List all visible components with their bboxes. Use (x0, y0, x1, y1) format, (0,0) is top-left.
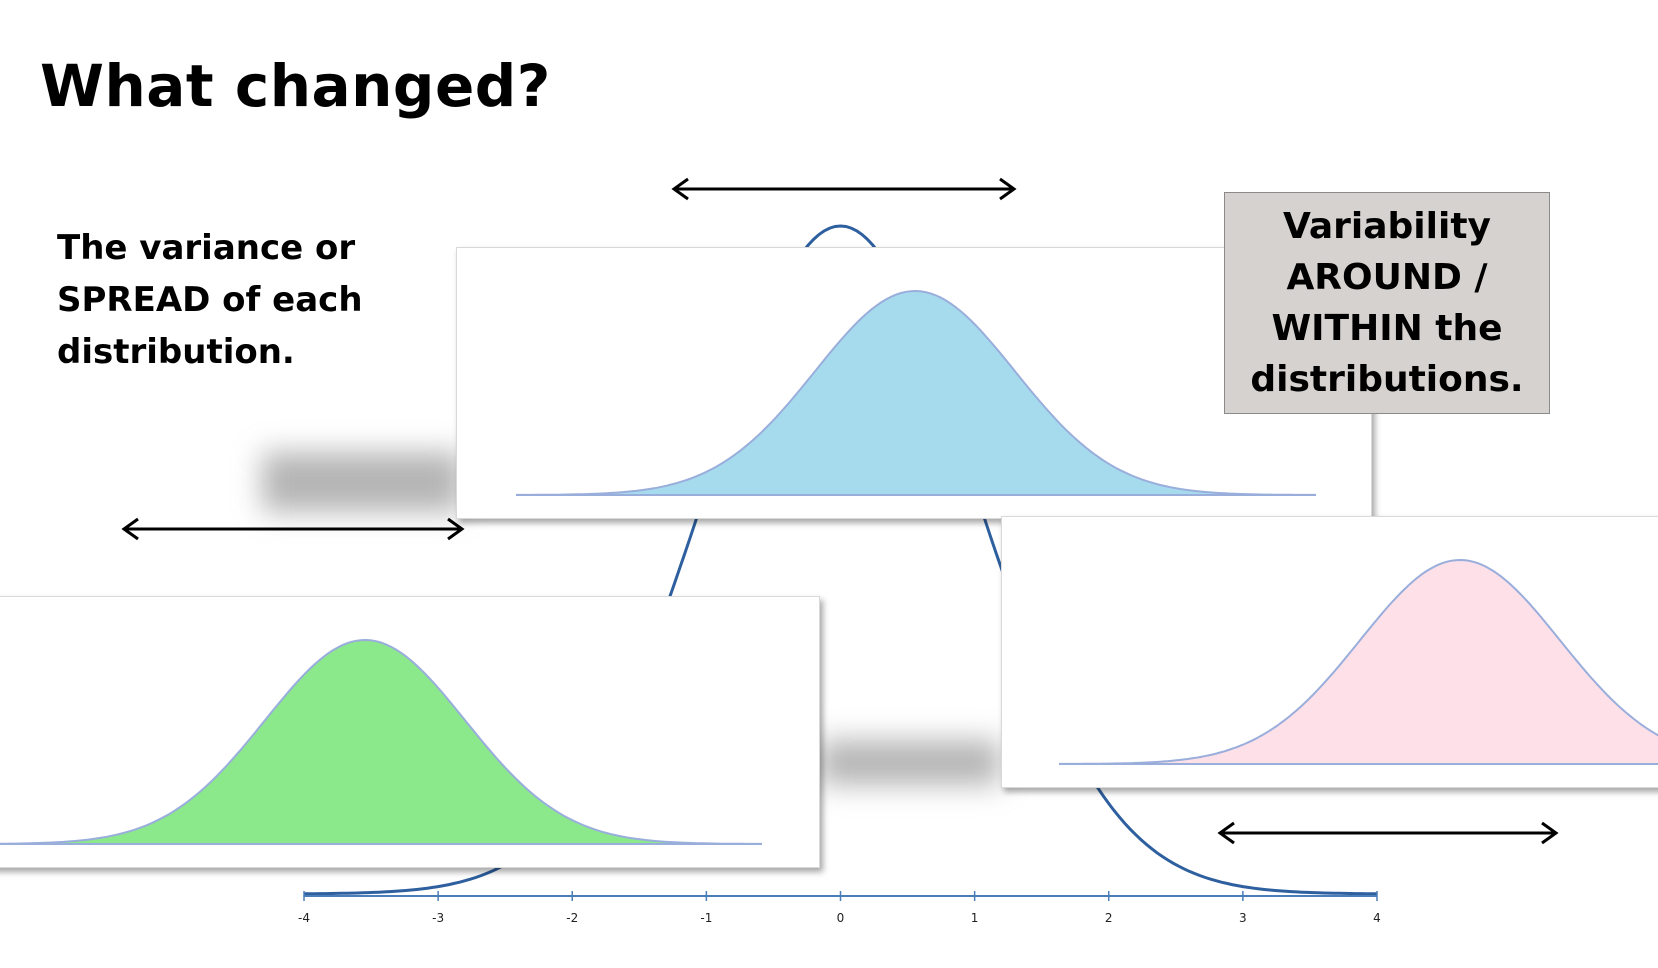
callout-line-3: WITHIN the (1271, 308, 1503, 349)
x-axis-tick-label: -2 (566, 911, 578, 925)
explanation-line-2: SPREAD of each (57, 280, 363, 320)
callout-line-2: AROUND / (1286, 257, 1488, 298)
double-arrow-bottom-right (1217, 821, 1559, 845)
background-curve (303, 224, 1378, 896)
x-axis-tick-label: -3 (432, 911, 444, 925)
blue-distribution-panel (456, 247, 1372, 519)
explanation-line-1: The variance or (57, 228, 356, 268)
double-arrow-top (671, 177, 1017, 201)
x-axis-tick-label: -1 (700, 911, 712, 925)
green-distribution-panel (0, 596, 820, 868)
green-distribution-curve (0, 638, 762, 845)
green-distribution-chart (0, 638, 762, 845)
explanation-text: The variance or SPREAD of each distribut… (57, 222, 363, 378)
shadow-blue-panel (262, 452, 462, 512)
blue-distribution-chart (516, 289, 1316, 496)
x-axis-tick-label: -4 (298, 911, 310, 925)
variability-callout: Variability AROUND / WITHIN the distribu… (1224, 192, 1550, 414)
shadow-green-panel (820, 740, 1000, 785)
pink-distribution-chart (1059, 558, 1658, 765)
pink-distribution-curve (1059, 558, 1658, 765)
x-axis-tick-label: 4 (1373, 911, 1381, 925)
x-axis-tick-label: 3 (1239, 911, 1247, 925)
callout-line-1: Variability (1282, 206, 1492, 247)
x-axis-tick-label: 0 (837, 911, 845, 925)
pink-distribution-panel (1001, 516, 1658, 788)
page-title: What changed? (40, 52, 551, 120)
explanation-line-3: distribution. (57, 332, 295, 372)
x-axis-tick-label: 2 (1105, 911, 1113, 925)
callout-line-4: distributions. (1250, 359, 1524, 400)
double-arrow-left (121, 517, 465, 541)
x-axis-ticks: -4 -3 -2 -1 0 1 2 3 4 (298, 891, 1381, 925)
x-axis-tick-label: 1 (971, 911, 979, 925)
blue-distribution-curve (516, 289, 1316, 496)
